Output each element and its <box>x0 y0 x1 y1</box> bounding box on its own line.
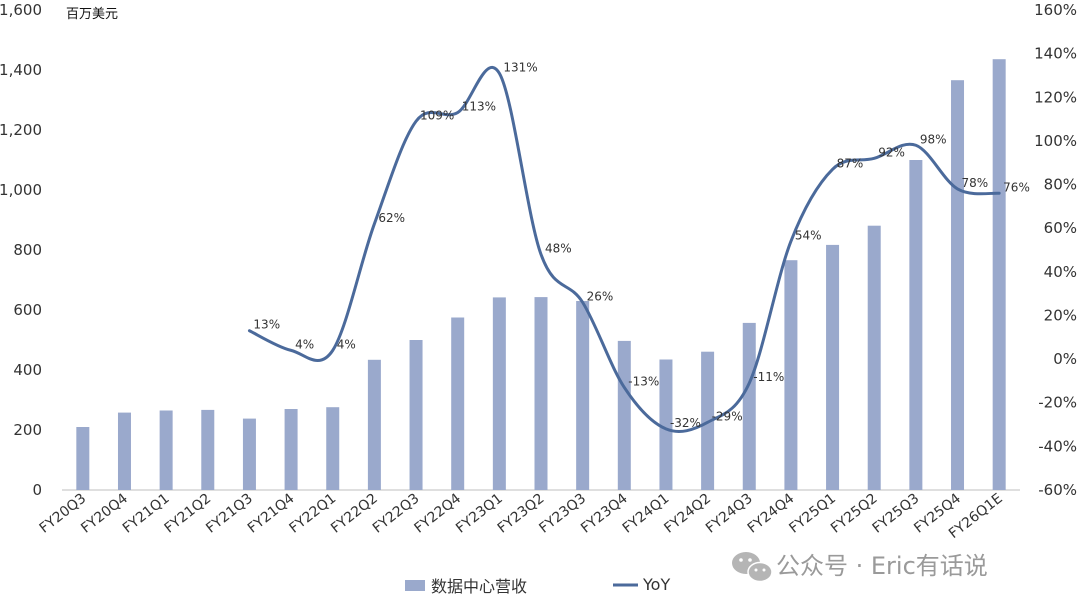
x-tick-label: FY20Q3 <box>37 491 90 537</box>
y-right-tick-label: 60% <box>1044 219 1077 237</box>
bar-FY23Q3 <box>576 301 590 490</box>
yoy-label-FY23Q1: 131% <box>503 60 537 74</box>
yoy-label-FY21Q3: 13% <box>253 318 280 332</box>
yoy-label-FY22Q4: 113% <box>462 100 496 114</box>
y-right-tick-label: 40% <box>1044 263 1077 281</box>
x-tick-label: FY24Q4 <box>745 490 798 536</box>
bar-FY21Q4 <box>284 409 298 490</box>
bar-FY21Q3 <box>242 418 256 490</box>
y-left-tick-label: 0 <box>32 481 42 499</box>
bar-FY25Q3 <box>909 160 923 490</box>
yoy-label-FY23Q4: -13% <box>628 374 659 388</box>
yoy-label-FY24Q3: -11% <box>753 370 784 384</box>
yoy-label-FY22Q1: 4% <box>337 337 356 351</box>
bar-FY22Q1 <box>326 407 340 490</box>
y-left-tick-label: 400 <box>13 361 42 379</box>
yoy-label-FY22Q2: 62% <box>378 211 405 225</box>
yoy-label-FY24Q2: -29% <box>712 409 743 423</box>
x-tick-label: FY23Q4 <box>578 490 631 536</box>
bar-FY20Q4 <box>117 412 131 490</box>
x-tick-label: FY25Q3 <box>870 491 923 537</box>
yoy-label-FY25Q2: 92% <box>878 145 905 159</box>
bar-FY22Q4 <box>451 317 465 490</box>
y-left-tick-label: 1,400 <box>0 61 42 79</box>
left-axis: 0 200 400 600 800 1,000 1,200 1,400 1,600 <box>0 1 42 499</box>
y-right-tick-label: -20% <box>1038 394 1077 412</box>
yoy-label-FY23Q3: 26% <box>587 289 614 303</box>
yoy-label-FY24Q1: -32% <box>670 416 701 430</box>
bar-FY26Q1E <box>992 59 1006 490</box>
yoy-label-FY21Q4: 4% <box>295 337 314 351</box>
bar-FY21Q1 <box>159 410 173 490</box>
x-tick-label: FY22Q2 <box>328 491 381 537</box>
y-left-tick-label: 800 <box>13 241 42 259</box>
x-tick-label: FY21Q4 <box>245 490 298 536</box>
yoy-label-FY24Q4: 54% <box>795 228 822 242</box>
x-tick-label: FY21Q3 <box>203 491 256 537</box>
y-right-tick-label: 20% <box>1044 306 1077 324</box>
yoy-label-FY23Q2: 48% <box>545 241 572 255</box>
bar-series <box>76 59 1006 490</box>
y-right-tick-label: 120% <box>1034 88 1077 106</box>
y-unit-label: 百万美元 <box>66 7 118 22</box>
x-tick-label: FY23Q2 <box>495 491 548 537</box>
bar-FY25Q4 <box>951 80 965 490</box>
watermark-text: 公众号 · Eric有话说 <box>776 552 988 580</box>
x-tick-label: FY25Q1 <box>786 491 839 537</box>
y-right-tick-label: 0% <box>1053 350 1077 368</box>
legend-label-line: YoY <box>642 575 670 594</box>
bar-FY22Q2 <box>367 359 381 490</box>
y-left-tick-label: 200 <box>13 421 42 439</box>
bar-FY23Q2 <box>534 297 548 490</box>
yoy-label-FY25Q3: 98% <box>920 132 947 146</box>
legend-swatch-bar <box>405 580 425 591</box>
yoy-label-FY26Q1E: 76% <box>1003 180 1030 194</box>
watermark: 公众号 · Eric有话说 <box>732 552 988 583</box>
legend: 数据中心营收 YoY <box>405 575 670 596</box>
x-tick-label: FY22Q1 <box>287 491 340 537</box>
y-right-tick-label: 80% <box>1044 176 1077 194</box>
x-tick-label: FY21Q1 <box>120 491 173 537</box>
x-tick-label: FY24Q2 <box>661 491 714 537</box>
x-tick-label: FY21Q2 <box>162 491 215 537</box>
y-left-tick-label: 1,200 <box>0 121 42 139</box>
y-left-tick-label: 1,000 <box>0 181 42 199</box>
legend-label-bar: 数据中心营收 <box>431 577 527 596</box>
yoy-label-FY25Q1: 87% <box>837 156 864 170</box>
bar-FY23Q4 <box>617 340 631 490</box>
yoy-label-FY25Q4: 78% <box>962 176 989 190</box>
bar-FY23Q1 <box>492 297 506 490</box>
yoy-label-FY22Q3: 109% <box>420 108 454 122</box>
bar-FY24Q1 <box>659 359 673 490</box>
bar-FY24Q3 <box>742 322 756 490</box>
wechat-icon <box>732 552 773 583</box>
y-right-tick-label: 160% <box>1034 1 1077 19</box>
bar-FY22Q3 <box>409 340 423 490</box>
x-tick-label: FY20Q4 <box>78 490 131 536</box>
x-axis: FY20Q3FY20Q4FY21Q1FY21Q2FY21Q3FY21Q4FY22… <box>37 490 1006 542</box>
bar-FY21Q2 <box>201 409 215 490</box>
right-axis: -60% -40% -20% 0% 20% 40% 60% 80% 100% 120% 140% 16… <box>1034 1 1077 499</box>
x-tick-label: FY24Q1 <box>620 491 673 537</box>
y-right-tick-label: 140% <box>1034 45 1077 63</box>
y-left-tick-label: 600 <box>13 301 42 319</box>
y-right-tick-label: -40% <box>1038 437 1077 455</box>
bar-FY25Q1 <box>826 244 840 490</box>
x-tick-label: FY23Q1 <box>453 491 506 537</box>
x-tick-label: FY23Q3 <box>536 491 589 537</box>
x-tick-label: FY22Q3 <box>370 491 423 537</box>
x-tick-label: FY25Q2 <box>828 491 881 537</box>
y-right-tick-label: 100% <box>1034 132 1077 150</box>
x-tick-label: FY22Q4 <box>411 490 464 536</box>
y-right-tick-label: -60% <box>1038 481 1077 499</box>
x-tick-label: FY24Q3 <box>703 491 756 537</box>
bar-FY20Q3 <box>76 427 90 490</box>
bar-FY24Q4 <box>784 260 798 490</box>
y-left-tick-label: 1,600 <box>0 1 42 19</box>
yoy-data-labels: 13% 4% 4% 62% 109% 113% 131% 48% 26% -13% -32% -29%… <box>253 60 1029 430</box>
yoy-series-line <box>247 65 1001 433</box>
bar-FY25Q2 <box>867 225 881 490</box>
